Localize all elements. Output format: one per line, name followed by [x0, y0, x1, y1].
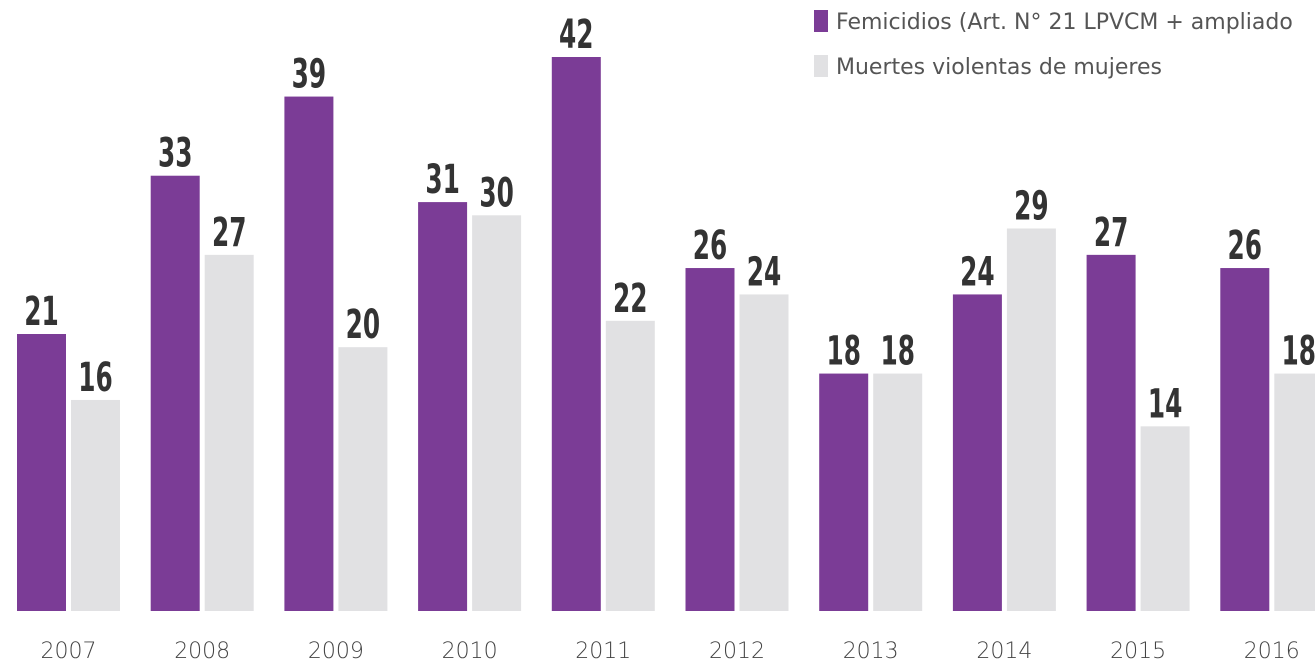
value-label: 18: [880, 327, 915, 374]
x-tick-label: 2014: [976, 639, 1032, 664]
bar: [1086, 254, 1136, 611]
x-tick-label: 2010: [442, 639, 498, 664]
value-label: 33: [158, 129, 193, 176]
value-label: 42: [559, 11, 594, 58]
bar: [873, 373, 923, 611]
bar: [819, 373, 869, 611]
value-label: 31: [425, 156, 460, 203]
x-tick-label: 2011: [575, 639, 631, 664]
bar: [17, 334, 66, 611]
x-tick-label: 2016: [1244, 639, 1300, 664]
value-label: 18: [826, 327, 861, 374]
value-label: 27: [212, 209, 247, 256]
bar: [1274, 373, 1315, 611]
value-label: 24: [960, 248, 995, 295]
bar: [739, 294, 789, 611]
bar: [1140, 426, 1190, 611]
x-tick-label: 2015: [1110, 639, 1166, 664]
bar: [1006, 228, 1056, 611]
value-label: 24: [747, 248, 782, 295]
legend-label: Femicidios (Art. N° 21 LPVCM + ampliado: [836, 10, 1293, 35]
bar: [1220, 268, 1270, 611]
bar: [952, 294, 1002, 611]
bar: [472, 215, 522, 612]
legend-swatch: [814, 10, 828, 32]
legend-swatch: [814, 55, 828, 77]
value-label: 22: [613, 275, 648, 322]
bar: [685, 268, 735, 611]
legend-label: Muertes violentas de mujeres: [836, 55, 1162, 80]
value-label: 27: [1094, 209, 1129, 256]
value-label: 26: [693, 222, 728, 269]
bar: [605, 320, 655, 611]
bar: [150, 175, 200, 611]
value-label: 30: [479, 169, 514, 216]
value-label: 20: [346, 301, 381, 348]
x-tick-label: 2008: [174, 639, 230, 664]
bar: [551, 57, 601, 611]
value-label: 39: [292, 50, 327, 97]
x-tick-label: 2013: [843, 639, 899, 664]
bar: [338, 347, 388, 611]
bar: [71, 399, 120, 611]
bar: [204, 254, 254, 611]
x-tick-label: 2007: [41, 639, 97, 664]
value-label: 18: [1282, 327, 1315, 374]
value-label: 29: [1014, 182, 1049, 229]
value-label: 14: [1148, 380, 1183, 427]
value-label: 21: [24, 288, 59, 335]
bar: [284, 96, 334, 612]
value-label: 16: [78, 354, 113, 401]
x-tick-label: 2009: [308, 639, 364, 664]
value-label: 26: [1228, 222, 1263, 269]
bar: [418, 202, 468, 611]
x-tick-label: 2012: [709, 639, 765, 664]
